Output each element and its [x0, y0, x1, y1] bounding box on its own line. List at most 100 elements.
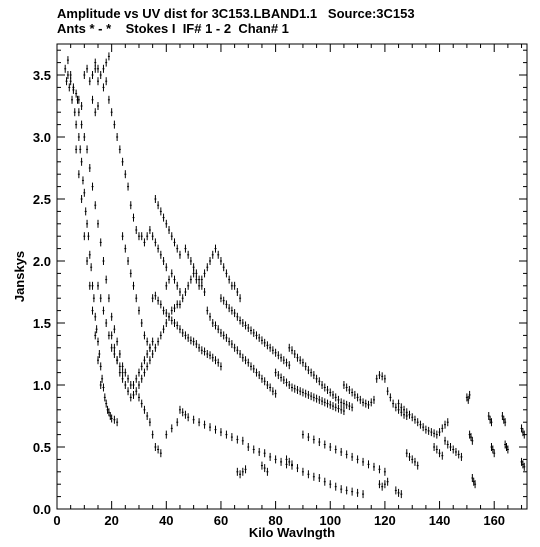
- data-point: [400, 403, 403, 412]
- data-point: [200, 346, 203, 355]
- data-point: [315, 394, 318, 403]
- data-point: [173, 319, 176, 327]
- data-point: [151, 350, 154, 358]
- data-point: [301, 467, 304, 476]
- data-point: [129, 201, 132, 210]
- data-point: [165, 263, 168, 272]
- data-point: [107, 331, 110, 340]
- data-point: [375, 374, 378, 383]
- data-point: [107, 294, 110, 303]
- data-point: [266, 341, 269, 350]
- data-point: [413, 457, 416, 466]
- data-point: [260, 461, 263, 470]
- data-point: [307, 433, 310, 442]
- data-point: [329, 443, 332, 451]
- data-point: [107, 408, 110, 417]
- data-point: [148, 356, 151, 365]
- data-point: [263, 338, 266, 347]
- data-point: [296, 464, 299, 473]
- y-tick-label: 0.0: [33, 502, 51, 517]
- data-point: [189, 257, 192, 265]
- data-point: [403, 405, 406, 414]
- data-point: [329, 388, 332, 397]
- data-point: [83, 133, 86, 141]
- data-point: [99, 238, 102, 247]
- data-point: [521, 428, 524, 437]
- y-tick-label: 1.5: [33, 316, 51, 331]
- data-point: [143, 331, 146, 340]
- data-point: [146, 232, 149, 241]
- data-point: [334, 403, 337, 412]
- data-point: [274, 389, 277, 398]
- data-point: [378, 371, 381, 380]
- data-point: [217, 358, 220, 367]
- data-point: [299, 356, 302, 365]
- data-point: [189, 336, 192, 345]
- data-point: [233, 309, 236, 318]
- data-point: [222, 296, 225, 305]
- data-point: [301, 358, 304, 367]
- data-point: [96, 356, 99, 365]
- data-point: [105, 275, 108, 284]
- data-point: [342, 407, 345, 416]
- data-point: [66, 71, 69, 79]
- data-point: [86, 257, 89, 265]
- data-point: [113, 120, 116, 129]
- data-point: [214, 425, 217, 434]
- data-point: [446, 440, 449, 449]
- data-point: [91, 281, 94, 290]
- data-point: [165, 219, 168, 228]
- data-point: [334, 482, 337, 491]
- data-point: [310, 392, 313, 401]
- data-point: [121, 157, 124, 166]
- data-point: [173, 275, 176, 284]
- data-point: [269, 383, 272, 392]
- data-point: [154, 238, 157, 247]
- data-point: [433, 429, 436, 438]
- data-point: [250, 326, 253, 335]
- data-point: [225, 269, 228, 278]
- data-point: [307, 470, 310, 479]
- data-point: [113, 350, 116, 358]
- data-point: [75, 120, 78, 129]
- data-point: [408, 452, 411, 461]
- data-point: [236, 346, 239, 355]
- data-point: [178, 250, 181, 259]
- data-point: [263, 449, 266, 458]
- data-point: [94, 312, 97, 321]
- data-point: [293, 384, 296, 393]
- data-point: [151, 337, 154, 346]
- y-axis-label: Janskys: [12, 251, 27, 302]
- data-point: [241, 467, 244, 476]
- x-tick-label: 60: [214, 513, 228, 528]
- data-point: [301, 388, 304, 397]
- data-point: [99, 294, 102, 303]
- data-point: [493, 449, 496, 458]
- data-point: [364, 399, 367, 408]
- data-point: [168, 226, 171, 234]
- data-point: [520, 457, 523, 466]
- data-point: [121, 368, 124, 377]
- data-point: [318, 474, 321, 482]
- data-point: [441, 451, 444, 460]
- data-point: [151, 430, 154, 439]
- data-point: [209, 423, 212, 432]
- data-point: [323, 398, 326, 407]
- data-point: [137, 393, 140, 402]
- data-point: [438, 449, 441, 458]
- data-point: [181, 294, 184, 303]
- data-point: [165, 281, 168, 290]
- data-point: [98, 350, 101, 358]
- data-point: [504, 418, 507, 427]
- data-point: [225, 430, 228, 439]
- data-point: [449, 443, 452, 451]
- data-point: [321, 381, 324, 389]
- x-tick-label: 100: [319, 513, 341, 528]
- data-point: [176, 281, 179, 290]
- data-point: [323, 477, 326, 486]
- data-point: [340, 447, 343, 456]
- data-point: [441, 424, 444, 433]
- x-tick-label: 0: [53, 513, 60, 528]
- data-point: [159, 207, 162, 216]
- data-point: [148, 343, 151, 352]
